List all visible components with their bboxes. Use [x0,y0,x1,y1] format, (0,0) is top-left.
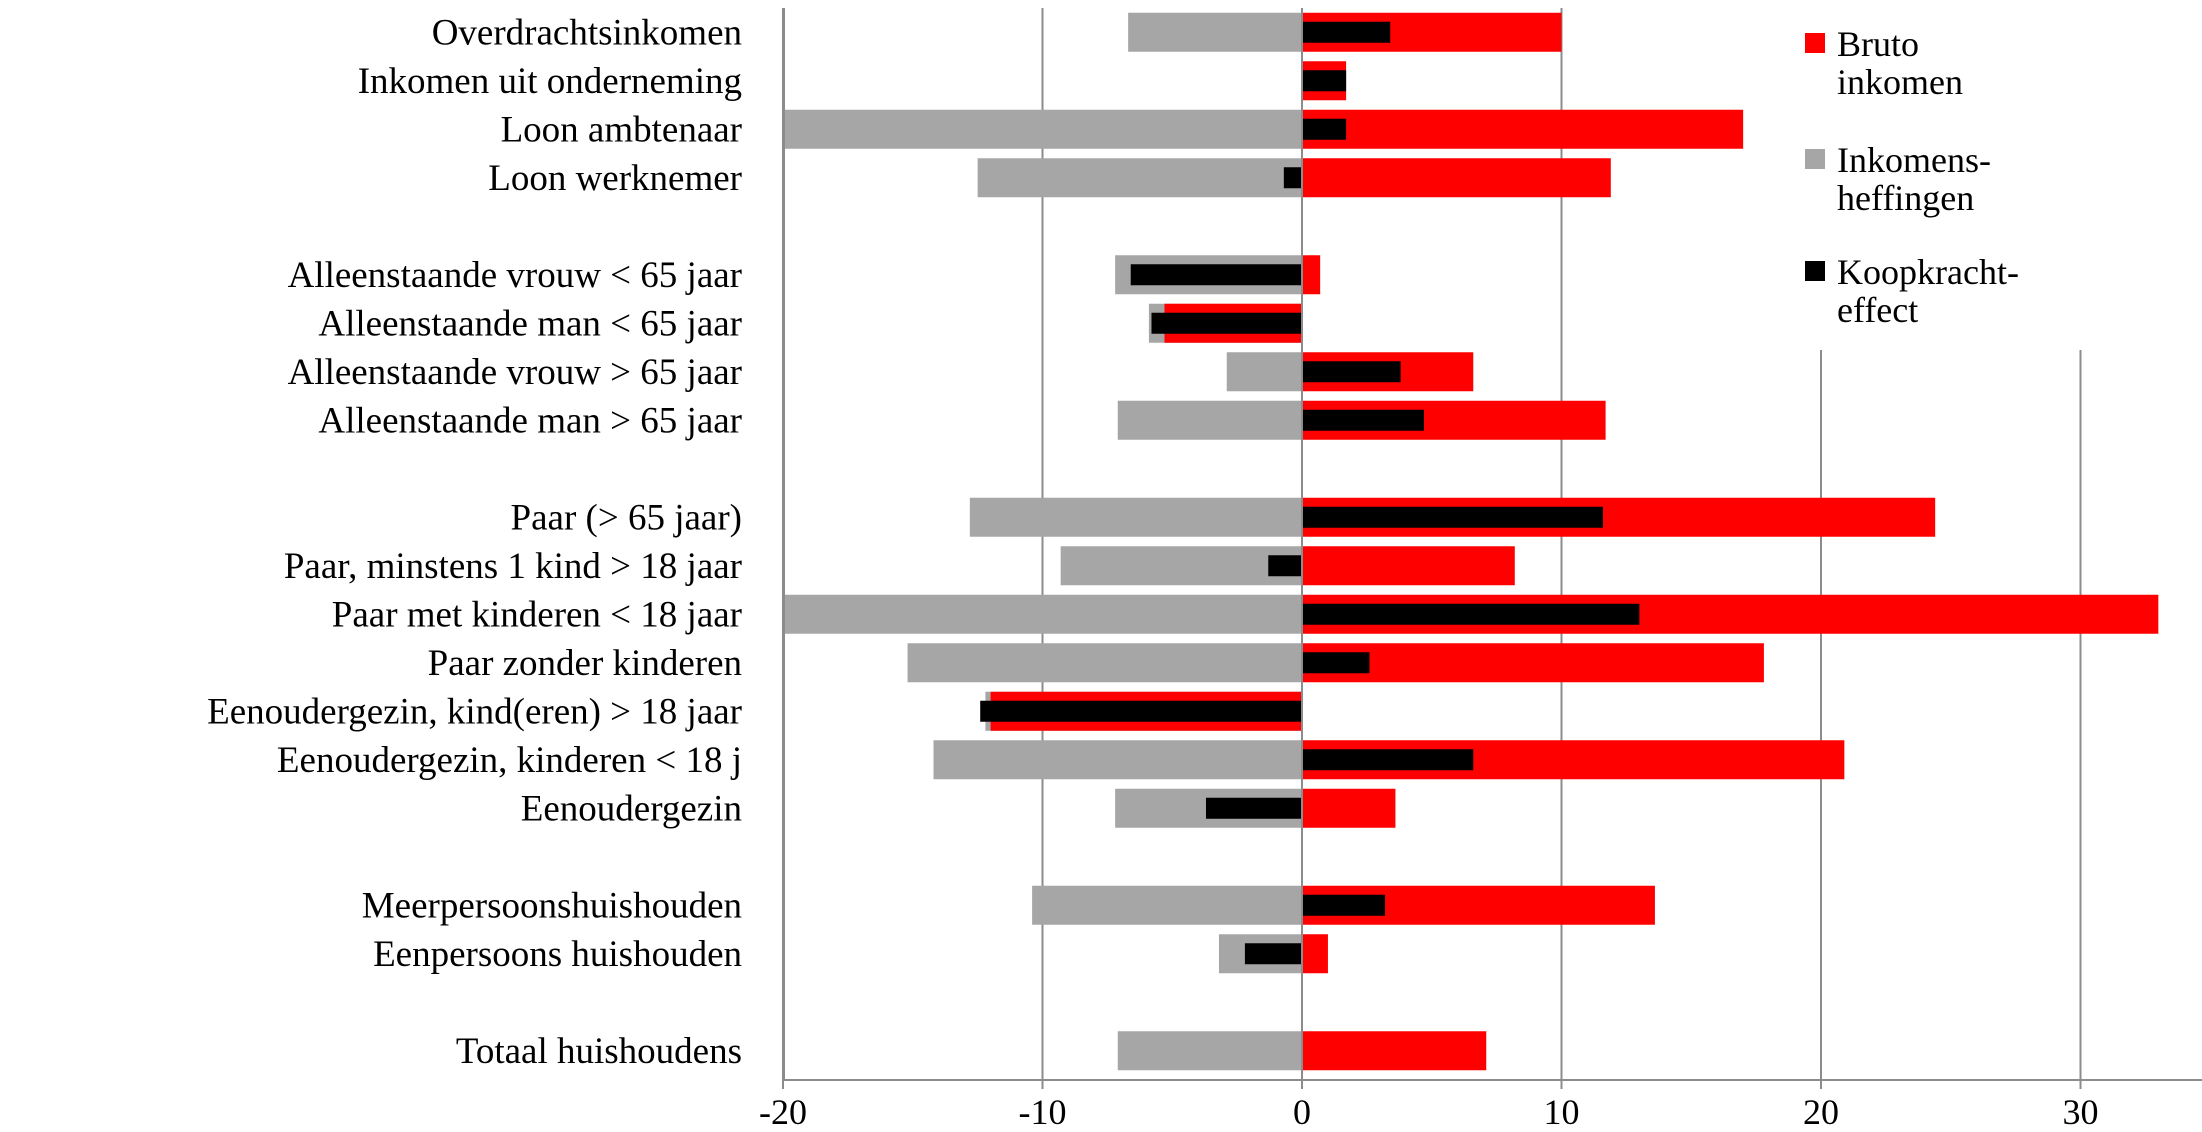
category-label: Overdrachtsinkomen [432,12,742,53]
bar-inkomensheffingen [1117,400,1302,440]
category-label: Loon ambtenaar [501,109,742,150]
x-tick-label: 0 [1293,1092,1311,1132]
bar-koopkrachteffect [1302,361,1401,383]
axes [782,8,2202,1089]
bar-inkomensheffingen [783,109,1302,149]
category-label: Meerpersoonshuishouden [362,885,742,926]
category-label: Inkomen uit onderneming [358,61,742,102]
bar-bruto-inkomen [1302,255,1321,295]
bar-koopkrachteffect [1130,264,1302,286]
category-label: Paar (> 65 jaar) [511,497,742,538]
x-tick-label: 20 [1803,1092,1839,1132]
bar-koopkrachteffect [1302,652,1370,674]
bar-koopkrachteffect [1268,555,1302,577]
bar-koopkrachteffect [1302,70,1347,92]
bar-koopkrachteffect [1283,167,1302,189]
category-label: Paar, minstens 1 kind > 18 jaar [284,546,742,587]
category-labels: Overdrachtsinkomen Inkomen uit ondernemin… [207,12,742,1072]
x-tick-label: 10 [1544,1092,1580,1132]
bar-koopkrachteffect [1302,118,1347,140]
bar-koopkrachteffect [1302,409,1424,431]
bar-inkomensheffingen [969,497,1302,537]
bar-inkomensheffingen [907,643,1302,683]
bar-inkomensheffingen [1117,1031,1302,1071]
legend-swatch [1805,149,1825,169]
legend-label: Bruto inkomen [1837,24,1963,102]
bar-bruto-inkomen [1302,546,1515,586]
bar-koopkrachteffect [1244,943,1302,965]
legend-label: Koopkracht-effect [1837,252,2019,330]
bar-inkomensheffingen [1226,352,1302,392]
legend-swatch [1805,261,1825,281]
bar-koopkrachteffect [980,700,1302,722]
category-label: Alleenstaande man < 65 jaar [318,303,742,344]
legend-label: Inkomens-heffingen [1837,140,1991,218]
bar-inkomensheffingen [1060,546,1302,586]
bar-inkomensheffingen [933,740,1302,780]
bar-bruto-inkomen [1302,158,1611,198]
category-label: Totaal huishoudens [456,1031,742,1072]
category-label: Alleenstaande vrouw < 65 jaar [288,255,742,296]
bar-inkomensheffingen [783,594,1302,634]
x-tick-label: -20 [759,1092,807,1132]
category-label: Eenoudergezin, kind(eren) > 18 jaar [207,691,742,732]
category-label: Eenoudergezin, kinderen < 18 j [277,740,742,781]
legend-swatch [1805,33,1825,53]
category-label: Paar zonder kinderen [428,643,742,684]
bar-bruto-inkomen [1302,109,1744,149]
bars [783,12,2159,1071]
category-label: Eenpersoons huishouden [373,934,742,975]
x-tick-label: -10 [1019,1092,1067,1132]
category-label: Alleenstaande man > 65 jaar [318,400,742,441]
bar-koopkrachteffect [1205,797,1302,819]
category-label: Eenoudergezin [521,788,742,829]
bar-koopkrachteffect [1302,749,1474,771]
category-label: Paar met kinderen < 18 jaar [332,594,742,635]
bar-koopkrachteffect [1302,21,1391,43]
tick-labels: -20 -10 0 10 20 30 [759,1092,2099,1132]
bar-bruto-inkomen [1302,1031,1487,1071]
legend: Bruto inkomen Inkomens-heffingen Koopkracht… [1805,24,2019,330]
bar-inkomensheffingen [1032,885,1302,925]
bar-inkomensheffingen [1128,12,1302,52]
bar-koopkrachteffect [1302,603,1640,625]
bar-koopkrachteffect [1302,894,1386,916]
category-label: Alleenstaande vrouw > 65 jaar [288,352,742,393]
bar-bruto-inkomen [1302,788,1396,828]
bar-koopkrachteffect [1151,312,1302,334]
bar-bruto-inkomen [1302,643,1764,683]
bar-koopkrachteffect [1302,506,1604,528]
bar-inkomensheffingen [977,158,1302,198]
x-tick-label: 30 [2063,1092,2099,1132]
category-label: Loon werknemer [488,158,742,199]
bar-bruto-inkomen [1302,934,1328,974]
